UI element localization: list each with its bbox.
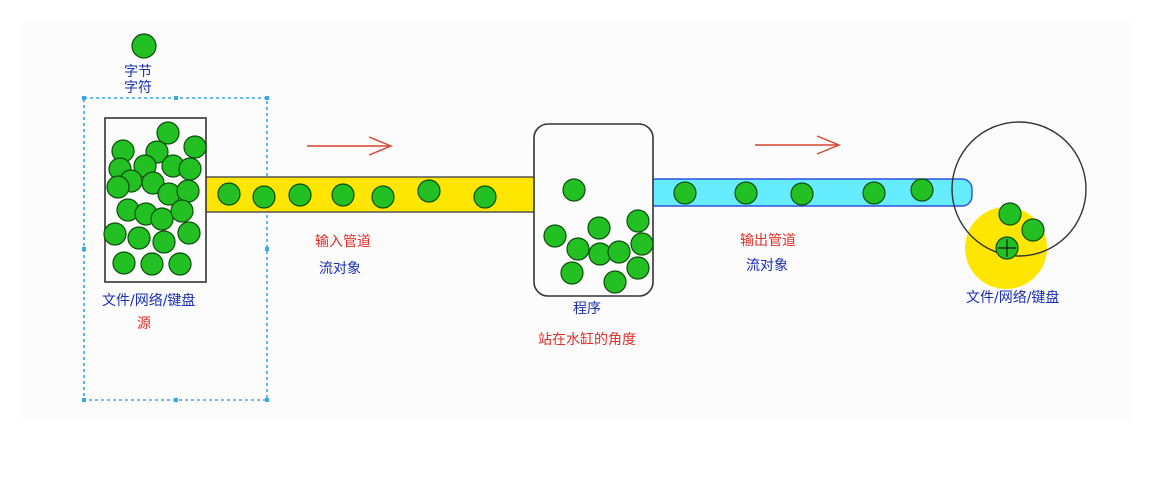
source-ball — [178, 157, 202, 181]
source-ball — [127, 226, 151, 250]
program-label: 程序 — [573, 301, 601, 317]
input-pipe-ball — [371, 185, 395, 209]
input-flow-arrow — [307, 136, 393, 156]
input-pipe-ball — [217, 182, 241, 206]
program-ball — [603, 270, 627, 294]
source-ball — [103, 222, 127, 246]
source-ball — [176, 179, 200, 203]
crosshair-icon — [998, 239, 1016, 257]
output-pipe-ball — [910, 178, 934, 202]
program-ball — [543, 224, 567, 248]
program-ball — [560, 261, 584, 285]
program-caption: 站在水缸的角度 — [538, 332, 636, 348]
source-label: 文件/网络/键盘 — [102, 293, 196, 309]
input-pipe-subtitle: 流对象 — [319, 261, 361, 277]
output-pipe-title: 输出管道 — [740, 233, 796, 249]
source-ball — [112, 251, 136, 275]
destination-ball — [1021, 218, 1045, 242]
output-pipe-ball — [734, 181, 758, 205]
output-flow-arrow — [755, 135, 841, 155]
selection-handles — [82, 96, 269, 402]
output-pipe-ball — [790, 182, 814, 206]
source-ball — [170, 199, 194, 223]
input-pipe-ball — [417, 179, 441, 203]
input-pipe-ball — [288, 183, 312, 207]
source-role-label: 源 — [137, 316, 151, 332]
program-ball — [607, 240, 631, 264]
input-pipe-ball — [252, 185, 276, 209]
program-ball — [587, 216, 611, 240]
program-ball — [626, 256, 650, 280]
source-ball — [152, 230, 176, 254]
source-ball — [140, 252, 164, 276]
source-ball — [168, 252, 192, 276]
destination-ball — [998, 202, 1022, 226]
legend-label-chars: 字符 — [124, 80, 152, 96]
output-pipe-subtitle: 流对象 — [746, 258, 788, 274]
input-pipe-title: 输入管道 — [315, 234, 371, 250]
output-pipe-ball — [673, 181, 697, 205]
destination-circle — [951, 121, 1087, 257]
source-ball — [150, 207, 174, 231]
program-ball — [630, 232, 654, 256]
output-pipe-ball — [862, 181, 886, 205]
input-pipe-ball — [473, 185, 497, 209]
source-ball — [156, 121, 180, 145]
destination-label: 文件/网络/键盘 — [966, 290, 1060, 306]
program-ball — [566, 237, 590, 261]
source-ball — [141, 171, 165, 195]
program-ball — [562, 178, 586, 202]
legend-label-bytes: 字节 — [124, 64, 152, 80]
source-ball — [106, 175, 130, 199]
legend-ball — [131, 33, 157, 59]
source-ball — [183, 135, 207, 159]
input-pipe-ball — [331, 183, 355, 207]
source-ball — [177, 221, 201, 245]
program-ball — [626, 209, 650, 233]
